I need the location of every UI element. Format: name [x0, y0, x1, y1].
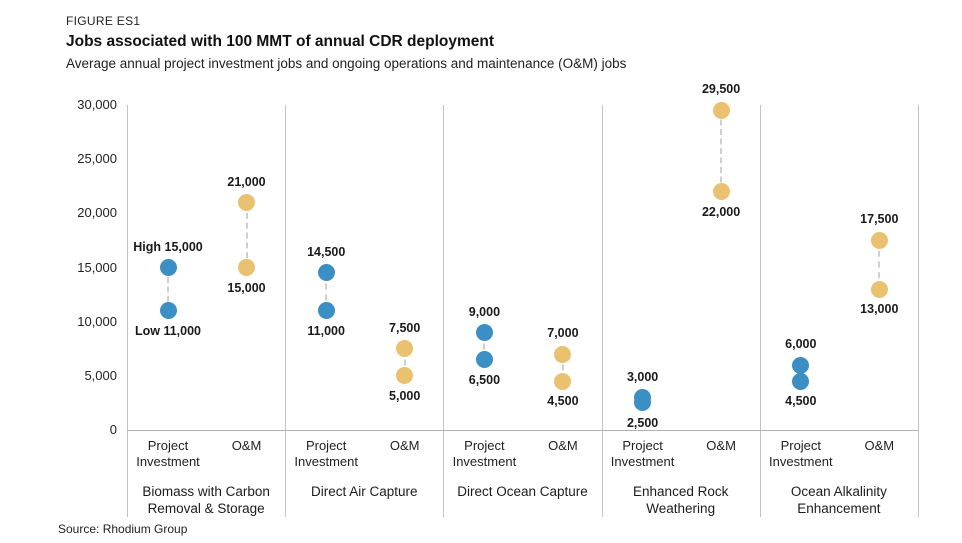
column-label-om: O&M [389, 438, 420, 453]
category-label: Direct Ocean Capture [457, 484, 588, 499]
column-label-om: O&M [864, 438, 895, 453]
column-label-om: O&M [231, 438, 262, 453]
value-label-high: 14,500 [307, 244, 346, 259]
value-label-low: 4,500 [547, 394, 579, 409]
value-label-low: 4,500 [785, 394, 817, 409]
column-label-om: O&M [548, 438, 578, 453]
range-connector [245, 202, 248, 268]
figure-label: FIGURE ES1 [66, 14, 141, 28]
project-investment-high-dot [317, 264, 335, 282]
project-investment-low-dot [159, 302, 177, 320]
category-label: Ocean Alkalinity Enhancement [790, 484, 887, 516]
panel-divider-line [443, 105, 445, 517]
project-investment-low-dot [792, 372, 810, 390]
column-label-project-investment: Project Investment [136, 438, 200, 469]
om-low-dot [396, 367, 414, 385]
range-connector [561, 354, 564, 382]
project-investment-high-dot [792, 356, 810, 374]
chart-subtitle: Average annual project investment jobs a… [66, 56, 627, 71]
value-label-low: 13,000 [860, 302, 899, 317]
y-axis-tick-label: 10,000 [77, 313, 117, 329]
value-label-high: 7,500 [389, 320, 421, 335]
value-label-low: Low 11,000 [134, 323, 201, 338]
chart-title: Jobs associated with 100 MMT of annual C… [66, 33, 495, 50]
range-connector [483, 332, 486, 360]
value-label-low: 15,000 [227, 280, 266, 295]
value-label-low: 6,500 [468, 372, 501, 387]
value-label-low: 5,000 [389, 388, 421, 403]
om-high-dot [396, 340, 414, 358]
y-axis-line [127, 105, 128, 517]
range-connector [720, 110, 723, 192]
value-label-high: 9,000 [468, 304, 501, 319]
project-investment-low-dot [317, 302, 335, 320]
plot-right-border-line [918, 105, 919, 517]
y-axis-tick-label: 20,000 [77, 205, 117, 221]
range-connector [167, 267, 169, 311]
y-axis-tick-label: 0 [109, 422, 117, 437]
om-high-dot [238, 194, 255, 211]
category-label: Direct Air Capture [311, 484, 418, 499]
range-connector [878, 240, 881, 290]
om-high-dot [870, 231, 888, 249]
project-investment-high-dot [475, 324, 493, 341]
value-label-high: 21,000 [227, 174, 266, 189]
value-label-high: 6,000 [785, 337, 817, 351]
source-note: Source: Rhodium Group [58, 522, 188, 536]
column-label-project-investment: Project Investment [769, 438, 833, 469]
value-label-low: 11,000 [307, 323, 345, 338]
y-axis-tick-label: 30,000 [77, 97, 117, 112]
project-investment-high-dot [159, 259, 177, 276]
value-label-high: 29,500 [701, 82, 741, 97]
om-low-dot [712, 183, 730, 201]
column-label-om: O&M [706, 438, 736, 453]
value-label-low: 2,500 [626, 415, 659, 430]
range-connector [325, 272, 328, 311]
value-label-high: 3,000 [626, 369, 659, 384]
om-low-dot [238, 259, 255, 276]
x-axis-line [127, 430, 918, 431]
panel-divider-line [285, 105, 287, 517]
value-label-high: 17,500 [860, 212, 899, 227]
om-high-dot [554, 345, 572, 363]
project-investment-low-dot [475, 351, 493, 369]
column-label-project-investment: Project Investment [452, 438, 517, 469]
panel-divider-line [601, 105, 603, 517]
panel-divider-line [759, 105, 761, 517]
y-axis-tick-label: 25,000 [77, 151, 117, 167]
range-connector [403, 348, 406, 376]
value-label-high: 7,000 [547, 326, 579, 341]
om-high-dot [712, 101, 730, 119]
value-label-low: 22,000 [701, 204, 741, 219]
category-label: Enhanced Rock Weathering [633, 484, 729, 516]
om-low-dot [554, 372, 572, 390]
y-axis-tick-label: 5,000 [84, 367, 117, 383]
om-low-dot [870, 280, 888, 298]
column-label-project-investment: Project Investment [294, 438, 358, 469]
value-label-high: High 15,000 [133, 239, 203, 254]
project-investment-low-dot [634, 394, 652, 412]
y-axis-tick-label: 15,000 [77, 259, 117, 275]
column-label-project-investment: Project Investment [610, 438, 675, 469]
category-label: Biomass with Carbon Removal & Storage [142, 484, 270, 516]
